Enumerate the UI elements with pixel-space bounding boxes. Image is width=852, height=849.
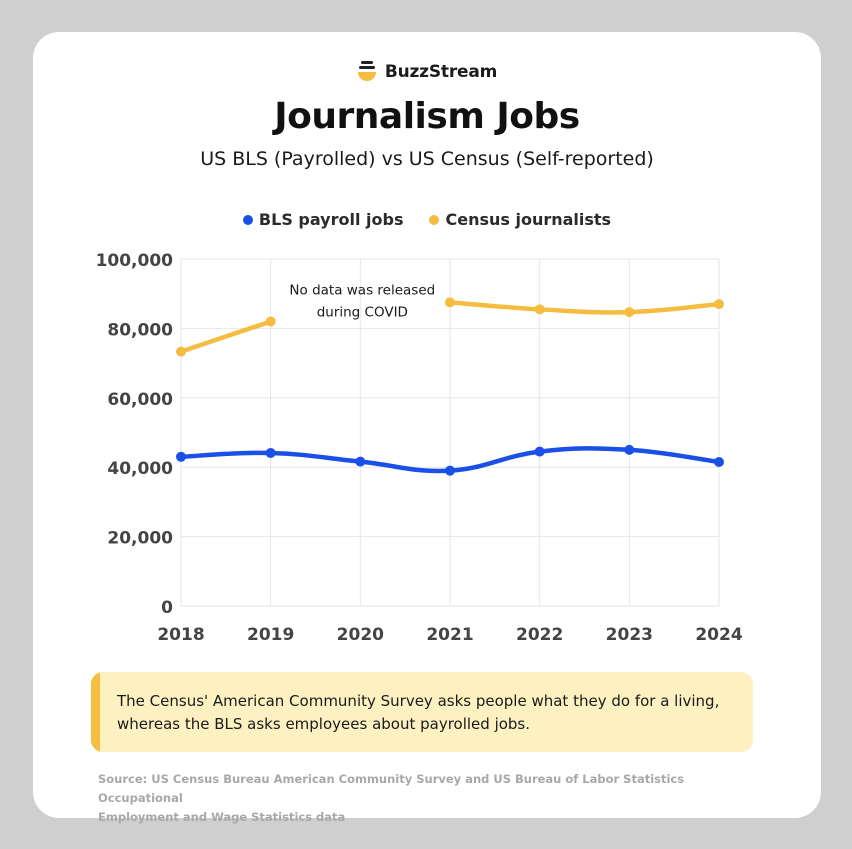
x-tick-label: 2024 [695,625,742,645]
data-point-1 [445,297,455,308]
brand-name: BuzzStream [384,62,498,82]
source-note: Source: US Census Bureau American Commun… [98,770,758,827]
legend-item-bls: BLS payroll jobs [242,210,404,229]
data-point-0 [445,465,455,476]
data-point-0 [355,456,366,467]
y-tick-label: 0 [161,598,173,618]
annotation-line: No data was released [289,283,435,299]
data-point-0 [534,446,545,457]
bee-icon [357,61,376,81]
infographic-card: BuzzStream Journalism Jobs US BLS (Payro… [33,32,821,824]
x-tick-label: 2023 [606,625,653,645]
y-tick-label: 100,000 [96,251,174,271]
chart-legend: BLS payroll jobs Census journalists [33,210,821,229]
callout-line-1: The Census' American Community Survey as… [117,692,720,710]
callout-accent-bar [91,672,100,752]
x-tick-label: 2018 [157,625,204,645]
callout-text: The Census' American Community Survey as… [117,690,733,736]
x-tick-label: 2022 [516,625,563,645]
legend-label-bls: BLS payroll jobs [258,210,404,229]
line-chart: 100,000 80,000 60,000 40,000 20,000 0 2018 2019… [96,251,743,645]
legend-swatch-bls [242,214,253,225]
chart-subtitle: US BLS (Payrolled) vs US Census (Self-re… [200,148,654,170]
legend-label-census: Census journalists [445,210,612,229]
x-tick-label: 2020 [337,625,384,645]
annotation-line: during COVID [317,305,408,321]
data-point-1 [176,346,186,357]
data-point-1 [624,307,635,318]
y-tick-label: 60,000 [107,390,173,410]
data-point-1 [714,299,724,310]
data-point-1 [534,304,545,315]
source-line-1: Source: US Census Bureau American Commun… [98,772,685,805]
callout-line-2: whereas the BLS asks employees about pay… [117,715,531,733]
y-tick-label: 80,000 [107,320,173,340]
chart-title: Journalism Jobs [274,96,580,137]
data-point-0 [265,447,276,458]
x-tick-label: 2021 [426,625,473,645]
data-point-0 [624,444,635,455]
source-line-2: Employment and Wage Statistics data [98,810,346,824]
x-tick-label: 2019 [247,625,294,645]
y-tick-label: 20,000 [107,529,173,549]
explanation-callout: The Census' American Community Survey as… [91,672,753,752]
y-tick-label: 40,000 [107,459,173,479]
legend-item-census: Census journalists [429,210,611,229]
data-point-1 [265,316,276,327]
data-point-0 [176,451,186,462]
legend-swatch-census [429,214,440,225]
series-line-1 [447,300,722,315]
data-point-0 [714,456,724,467]
brand-header: BuzzStream [33,60,821,84]
series-line-1 [178,319,273,354]
